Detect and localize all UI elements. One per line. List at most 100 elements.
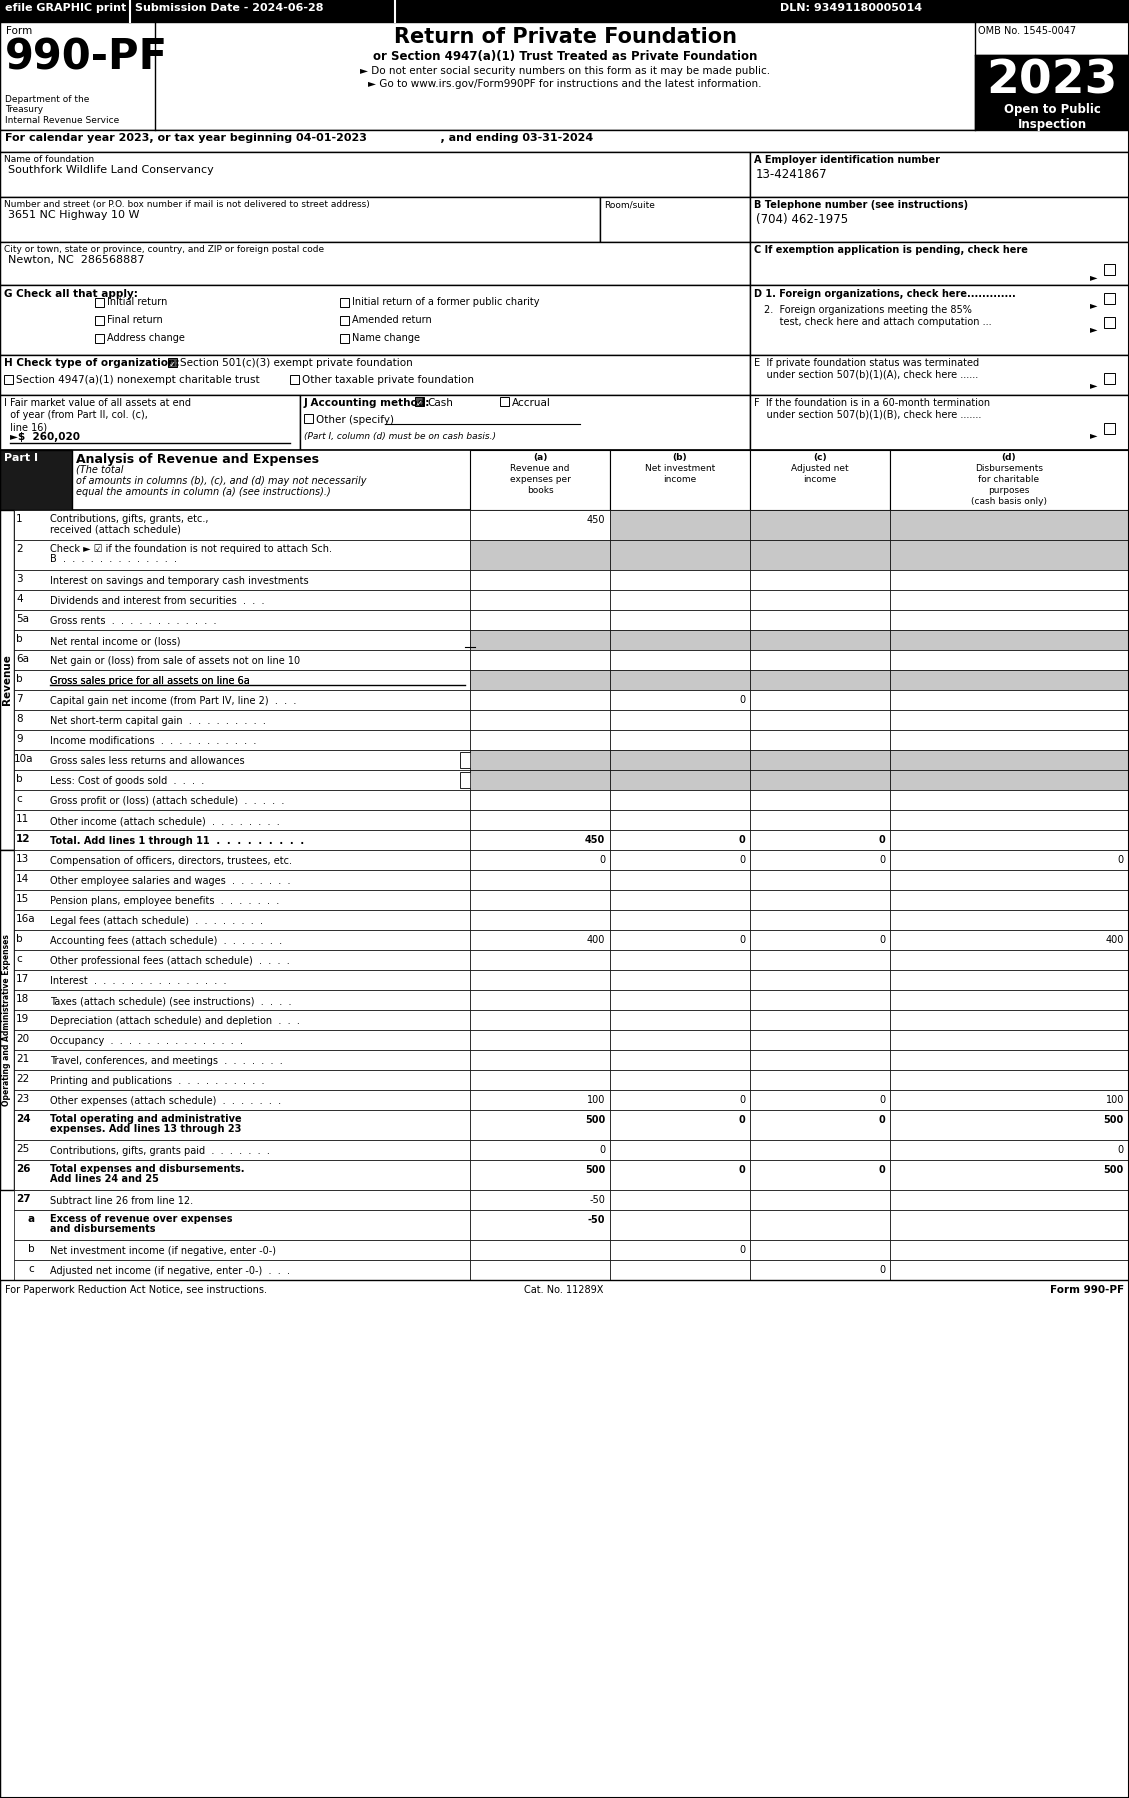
Bar <box>14 1090 470 1109</box>
Bar <box>470 1140 610 1160</box>
Text: Revenue and: Revenue and <box>510 464 570 473</box>
Bar <box>890 570 1129 590</box>
Bar <box>890 590 1129 610</box>
Bar <box>750 930 890 949</box>
Text: -50: -50 <box>587 1215 605 1224</box>
Bar <box>890 1070 1129 1090</box>
Bar <box>460 771 480 788</box>
Text: Name change: Name change <box>352 333 420 343</box>
Bar <box>750 1241 890 1260</box>
Text: Gross sales less returns and allowances: Gross sales less returns and allowances <box>50 755 245 766</box>
Text: ►: ► <box>1089 430 1097 441</box>
Text: (a): (a) <box>533 453 548 462</box>
Bar <box>470 949 610 969</box>
Bar <box>890 730 1129 750</box>
Text: 500: 500 <box>585 1165 605 1176</box>
Bar <box>890 450 1129 511</box>
Text: (c): (c) <box>813 453 826 462</box>
Text: 19: 19 <box>16 1014 29 1025</box>
Text: Operating and Administrative Expenses: Operating and Administrative Expenses <box>2 935 11 1106</box>
Text: B  .  .  .  .  .  .  .  .  .  .  .  .  .: B . . . . . . . . . . . . . <box>50 554 177 565</box>
Text: Compensation of officers, directors, trustees, etc.: Compensation of officers, directors, tru… <box>50 856 292 867</box>
Text: H Check type of organization:: H Check type of organization: <box>5 358 180 369</box>
Bar <box>610 910 750 930</box>
Text: Legal fees (attach schedule)  .  .  .  .  .  .  .  .: Legal fees (attach schedule) . . . . . .… <box>50 915 263 926</box>
Bar <box>750 890 890 910</box>
Bar <box>610 1050 750 1070</box>
Bar <box>610 1109 750 1140</box>
Bar <box>14 1030 470 1050</box>
Bar <box>750 1090 890 1109</box>
Bar <box>0 0 1129 22</box>
Bar <box>1104 372 1115 385</box>
Bar <box>14 850 470 870</box>
Bar <box>610 1190 750 1210</box>
Text: 500: 500 <box>1104 1165 1124 1176</box>
Bar <box>1104 316 1115 327</box>
Text: b: b <box>16 773 23 784</box>
Text: Net rental income or (loss): Net rental income or (loss) <box>50 636 181 645</box>
Bar <box>890 1090 1129 1109</box>
Text: of amounts in columns (b), (c), and (d) may not necessarily: of amounts in columns (b), (c), and (d) … <box>76 476 367 485</box>
Bar <box>750 671 890 690</box>
Bar <box>890 1109 1129 1140</box>
Text: Gross profit or (loss) (attach schedule)  .  .  .  .  .: Gross profit or (loss) (attach schedule)… <box>50 797 285 806</box>
Text: 0: 0 <box>878 1266 885 1275</box>
Text: 21: 21 <box>16 1054 29 1064</box>
Bar <box>890 539 1129 570</box>
Bar <box>750 629 890 651</box>
Bar <box>750 1260 890 1280</box>
Text: Total operating and administrative: Total operating and administrative <box>50 1115 242 1124</box>
Text: or Section 4947(a)(1) Trust Treated as Private Foundation: or Section 4947(a)(1) Trust Treated as P… <box>373 50 758 63</box>
Text: Less: Cost of goods sold  .  .  .  .: Less: Cost of goods sold . . . . <box>50 777 204 786</box>
Bar <box>890 750 1129 770</box>
Bar <box>750 610 890 629</box>
Text: ►: ► <box>1089 271 1097 282</box>
Bar <box>14 969 470 991</box>
Text: Form: Form <box>6 25 33 36</box>
Bar <box>610 539 750 570</box>
Bar <box>14 671 470 690</box>
Text: G Check all that apply:: G Check all that apply: <box>5 289 138 298</box>
Bar <box>750 1140 890 1160</box>
Text: received (attach schedule): received (attach schedule) <box>50 523 181 534</box>
Bar <box>610 610 750 629</box>
Text: Net investment income (if negative, enter -0-): Net investment income (if negative, ente… <box>50 1246 275 1257</box>
Text: Other income (attach schedule)  .  .  .  .  .  .  .  .: Other income (attach schedule) . . . . .… <box>50 816 280 825</box>
Text: Depreciation (attach schedule) and depletion  .  .  .: Depreciation (attach schedule) and deple… <box>50 1016 300 1027</box>
Text: c: c <box>16 795 21 804</box>
Bar <box>95 316 104 325</box>
Text: For calendar year 2023, or tax year beginning 04-01-2023                   , and: For calendar year 2023, or tax year begi… <box>5 133 593 144</box>
Bar <box>890 949 1129 969</box>
Text: 27: 27 <box>16 1194 30 1205</box>
Bar <box>750 590 890 610</box>
Text: Section 4947(a)(1) nonexempt charitable trust: Section 4947(a)(1) nonexempt charitable … <box>16 376 260 385</box>
Bar <box>0 22 1129 129</box>
Bar <box>470 1090 610 1109</box>
Text: J Accounting method:: J Accounting method: <box>304 397 430 408</box>
Bar <box>300 396 750 450</box>
Text: Adjusted net: Adjusted net <box>791 464 849 473</box>
Text: ► Go to www.irs.gov/Form990PF for instructions and the latest information.: ► Go to www.irs.gov/Form990PF for instru… <box>368 79 762 88</box>
Bar <box>890 969 1129 991</box>
Bar <box>14 730 470 750</box>
Bar <box>0 450 1129 511</box>
Text: 13: 13 <box>16 854 29 865</box>
Text: Subtract line 26 from line 12.: Subtract line 26 from line 12. <box>50 1196 193 1206</box>
Text: Interest  .  .  .  .  .  .  .  .  .  .  .  .  .  .  .: Interest . . . . . . . . . . . . . . . <box>50 976 227 985</box>
Text: Income modifications  .  .  .  .  .  .  .  .  .  .  .: Income modifications . . . . . . . . . .… <box>50 735 256 746</box>
Bar <box>890 1140 1129 1160</box>
Bar <box>610 1010 750 1030</box>
Text: Amended return: Amended return <box>352 315 431 325</box>
Bar <box>750 1010 890 1030</box>
Bar <box>340 316 349 325</box>
Text: equal the amounts in column (a) (see instructions).): equal the amounts in column (a) (see ins… <box>76 487 331 496</box>
Text: c: c <box>16 955 21 964</box>
Text: 6a: 6a <box>16 654 29 663</box>
Text: Add lines 24 and 25: Add lines 24 and 25 <box>50 1174 159 1185</box>
Bar <box>610 1210 750 1241</box>
Text: Capital gain net income (from Part IV, line 2)  .  .  .: Capital gain net income (from Part IV, l… <box>50 696 297 707</box>
Bar <box>470 570 610 590</box>
Bar <box>470 1050 610 1070</box>
Bar <box>14 949 470 969</box>
